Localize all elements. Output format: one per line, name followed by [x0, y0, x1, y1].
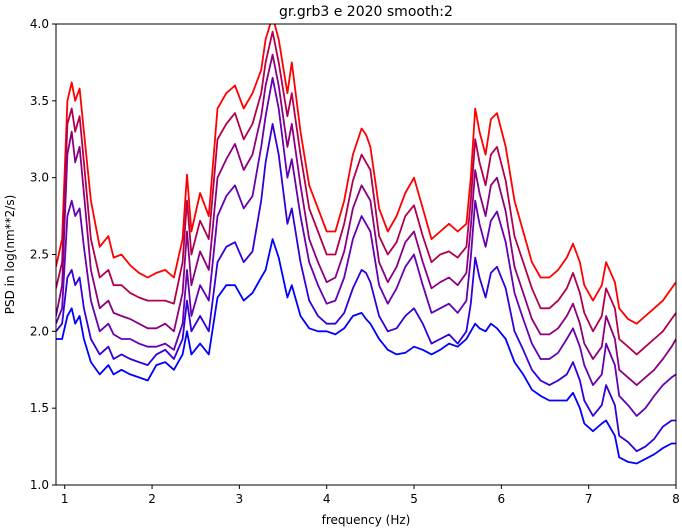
y-tick-label: 1.0 [30, 478, 49, 492]
psd-series-line-1 [56, 24, 676, 325]
psd-series-line-5 [56, 123, 676, 453]
y-tick-label: 2.5 [30, 248, 49, 262]
psd-series-line-6 [56, 238, 676, 465]
y-tick-label: 4.0 [30, 17, 49, 31]
x-tick-label: 4 [323, 492, 331, 506]
x-tick-label: 8 [672, 492, 680, 506]
x-tick-label: 1 [61, 492, 69, 506]
y-axis-label: PSD in log(nm**2/s) [3, 195, 17, 315]
x-tick-label: 5 [410, 492, 418, 506]
y-tick-label: 3.0 [30, 171, 49, 185]
psd-series-line-4 [56, 76, 676, 417]
y-axis-ticks: 1.0 1.5 2.0 2.5 3.0 3.5 4.0 [30, 17, 56, 492]
x-tick-label: 6 [498, 492, 506, 506]
y-tick-label: 3.5 [30, 94, 49, 108]
x-tick-label: 3 [236, 492, 244, 506]
x-axis-ticks: 1 2 3 4 5 6 7 8 [61, 485, 680, 506]
x-tick-label: 7 [585, 492, 593, 506]
psd-series-line-3 [56, 53, 676, 387]
chart-title: gr.grb3 e 2020 smooth:2 [279, 4, 453, 20]
y-tick-label: 2.0 [30, 324, 49, 338]
x-tick-label: 2 [148, 492, 156, 506]
x-axis-label: frequency (Hz) [322, 513, 411, 527]
series-layer [56, 24, 676, 465]
psd-series-line-2 [56, 30, 676, 356]
y-tick-label: 1.5 [30, 401, 49, 415]
